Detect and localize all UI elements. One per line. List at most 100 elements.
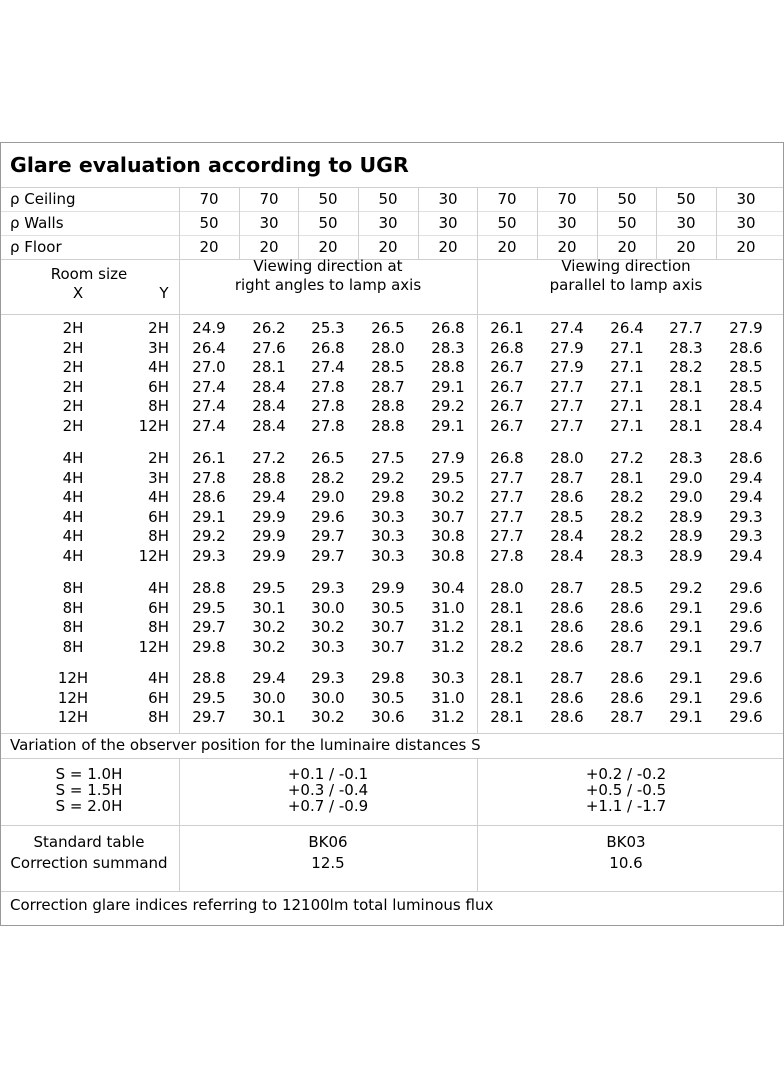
ugr-value: 29.1 xyxy=(669,708,703,727)
ugr-value: 28.3 xyxy=(669,449,703,467)
ugr-value: 29.0 xyxy=(311,488,345,507)
room-y-value: 12H xyxy=(138,417,169,435)
room-y-value: 4H xyxy=(148,669,169,687)
column-divider xyxy=(418,187,419,259)
ugr-value: 29.0 xyxy=(669,488,703,507)
ugr-value: 28.4 xyxy=(550,527,584,546)
room-y-value: 4H xyxy=(148,488,169,507)
ugr-value: 26.1 xyxy=(490,319,524,337)
ugr-value: 28.6 xyxy=(610,598,644,617)
ugr-value: 28.6 xyxy=(610,618,644,637)
ugr-value: 29.2 xyxy=(669,579,703,597)
ugr-value: 28.8 xyxy=(192,579,226,597)
ugr-value: 28.6 xyxy=(729,338,763,357)
ugr-value: 27.9 xyxy=(550,358,584,377)
ugr-value: 28.0 xyxy=(490,579,524,597)
ugr-value: 30.2 xyxy=(311,708,345,727)
room-y-value: 8H xyxy=(148,708,169,727)
ugr-value: 29.9 xyxy=(252,527,286,546)
ugr-value: 28.2 xyxy=(610,507,644,526)
ugr-value: 31.2 xyxy=(431,708,465,727)
ugr-value: 26.8 xyxy=(431,319,465,337)
room-y-value: 12H xyxy=(138,637,169,656)
column-divider xyxy=(656,187,657,259)
ugr-value: 26.7 xyxy=(490,377,524,396)
reflectance-value: 70 xyxy=(199,190,219,208)
ugr-value: 28.6 xyxy=(729,449,763,467)
ugr-value: 28.7 xyxy=(610,708,644,727)
ugr-value: 28.9 xyxy=(669,547,703,565)
reflectance-value: 30 xyxy=(676,214,696,232)
column-divider xyxy=(597,187,598,259)
standard-table-label: Standard table xyxy=(33,833,145,851)
reflectance-value: 50 xyxy=(676,190,696,208)
ugr-value: 29.6 xyxy=(729,708,763,727)
reflectance-value: 20 xyxy=(497,238,517,256)
ugr-value: 28.4 xyxy=(729,417,763,435)
ugr-value: 29.5 xyxy=(252,579,286,597)
ugr-value: 28.1 xyxy=(490,708,524,727)
room-y-value: 4H xyxy=(148,358,169,377)
ugr-value: 28.1 xyxy=(490,598,524,617)
standard-table-right: BK06 xyxy=(308,833,348,851)
ugr-value: 29.1 xyxy=(669,688,703,707)
ugr-value: 29.4 xyxy=(729,547,763,565)
variation-right: +0.3 / -0.4 xyxy=(287,781,369,799)
reflectance-value: 30 xyxy=(438,214,458,232)
ugr-value: 29.4 xyxy=(252,488,286,507)
room-y-value: 6H xyxy=(148,598,169,617)
row-divider xyxy=(1,758,783,759)
ugr-value: 29.3 xyxy=(729,507,763,526)
ugr-value: 30.8 xyxy=(431,547,465,565)
ugr-value: 29.0 xyxy=(669,468,703,487)
row-divider xyxy=(1,259,783,260)
column-divider xyxy=(477,187,478,733)
variation-distance: S = 2.0H xyxy=(55,797,123,815)
ugr-value: 27.7 xyxy=(490,488,524,507)
reflectance-value: 50 xyxy=(318,190,338,208)
ugr-value: 30.3 xyxy=(371,547,405,565)
ugr-value: 28.2 xyxy=(669,358,703,377)
column-divider xyxy=(537,187,538,259)
room-y-value: 12H xyxy=(138,547,169,565)
ugr-value: 29.7 xyxy=(311,547,345,565)
ugr-value: 28.2 xyxy=(490,637,524,656)
ugr-value: 28.6 xyxy=(550,488,584,507)
ugr-value: 27.7 xyxy=(490,527,524,546)
ugr-value: 29.6 xyxy=(729,688,763,707)
reflectance-value: 50 xyxy=(318,214,338,232)
ugr-value: 29.8 xyxy=(371,488,405,507)
direction-parallel-heading: Viewing direction xyxy=(561,257,691,275)
ugr-value: 29.5 xyxy=(431,468,465,487)
ugr-value: 30.2 xyxy=(252,637,286,656)
reflectance-value: 20 xyxy=(259,238,279,256)
room-x-value: 8H xyxy=(62,618,84,637)
row-divider xyxy=(1,314,783,315)
reflectance-value: 20 xyxy=(199,238,219,256)
ugr-value: 28.2 xyxy=(610,527,644,546)
variation-distance: S = 1.5H xyxy=(55,781,123,799)
ugr-value: 27.4 xyxy=(550,319,584,337)
ugr-value: 28.1 xyxy=(669,417,703,435)
column-divider xyxy=(477,758,478,891)
ugr-value: 29.2 xyxy=(192,527,226,546)
ugr-value: 26.7 xyxy=(490,358,524,377)
room-x-value: 12H xyxy=(57,669,89,687)
room-x-value: 4H xyxy=(62,449,84,467)
ugr-value: 28.2 xyxy=(610,488,644,507)
ugr-value: 27.4 xyxy=(311,358,345,377)
variation-parallel: +1.1 / -1.7 xyxy=(585,797,667,815)
room-y-value: 2H xyxy=(148,319,169,337)
ugr-value: 29.8 xyxy=(192,637,226,656)
room-y-value: 6H xyxy=(148,377,169,396)
ugr-value: 29.9 xyxy=(252,547,286,565)
column-divider xyxy=(239,187,240,259)
reflectance-label: ρ Walls xyxy=(10,214,64,232)
reflectance-value: 50 xyxy=(378,190,398,208)
ugr-value: 29.6 xyxy=(729,598,763,617)
ugr-value: 28.2 xyxy=(311,468,345,487)
ugr-value: 27.8 xyxy=(490,547,524,565)
ugr-value: 27.8 xyxy=(311,417,345,435)
column-divider xyxy=(298,187,299,259)
ugr-value: 28.1 xyxy=(610,468,644,487)
